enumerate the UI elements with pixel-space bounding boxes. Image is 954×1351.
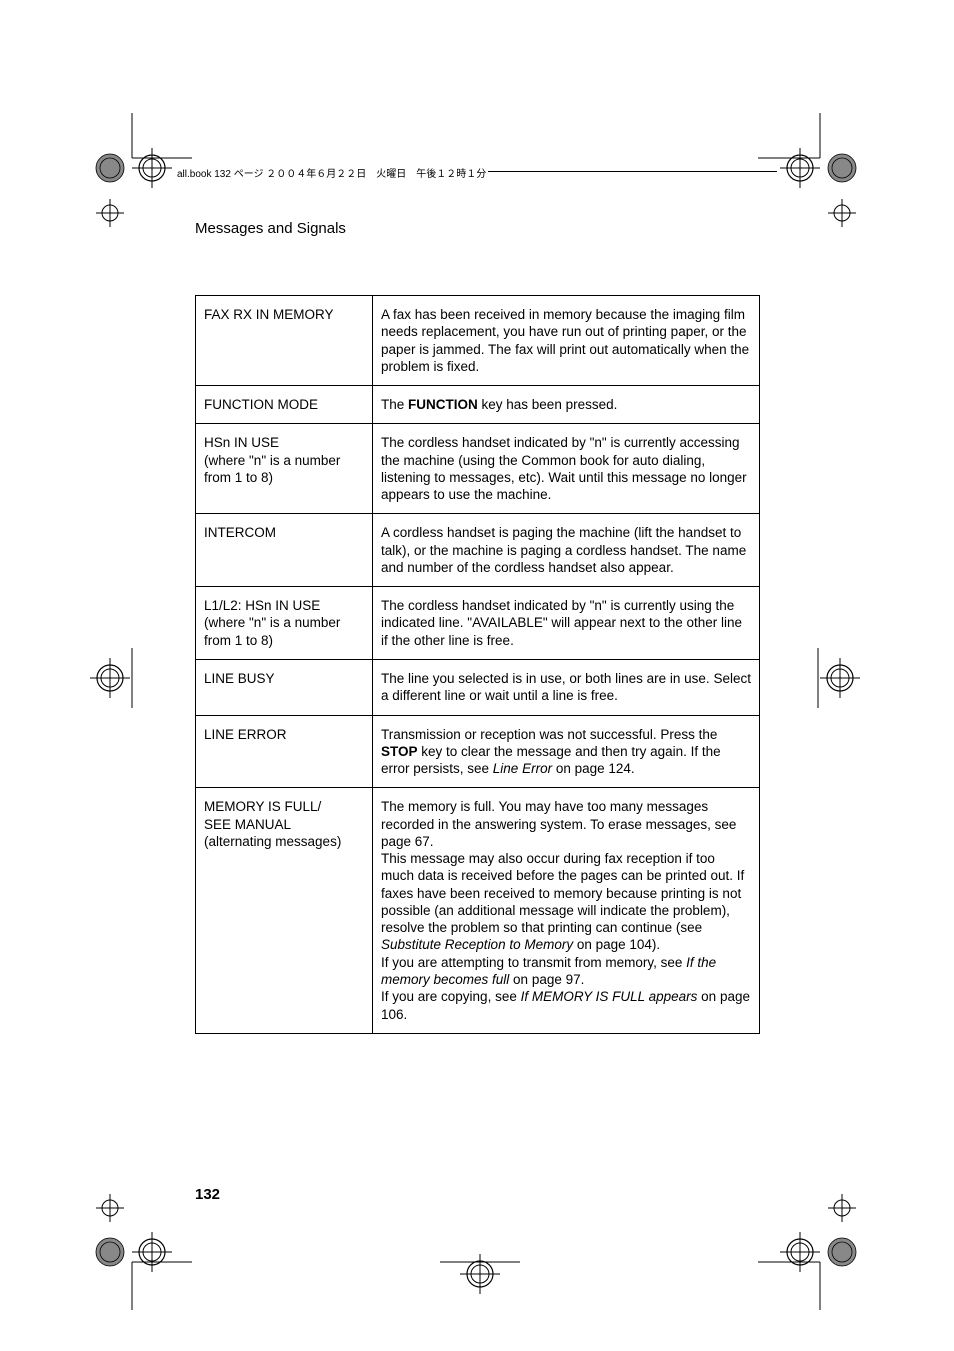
- section-title: Messages and Signals: [195, 220, 760, 237]
- regmark-bottom-right: [758, 1190, 868, 1310]
- message-name-cell: LINE BUSY: [196, 659, 373, 715]
- message-desc-cell: A cordless handset is paging the machine…: [373, 514, 760, 587]
- message-name-cell: FAX RX IN MEMORY: [196, 296, 373, 386]
- table-row: LINE ERRORTransmission or reception was …: [196, 715, 760, 788]
- message-name-cell: INTERCOM: [196, 514, 373, 587]
- message-name-cell: FUNCTION MODE: [196, 386, 373, 424]
- regmark-bottom-center: [440, 1240, 520, 1300]
- message-name-cell: MEMORY IS FULL/SEE MANUAL(alternating me…: [196, 788, 373, 1033]
- message-desc-cell: The cordless handset indicated by "n" is…: [373, 587, 760, 660]
- table-row: HSn IN USE(where "n" is a number from 1 …: [196, 424, 760, 514]
- message-desc-cell: The cordless handset indicated by "n" is…: [373, 424, 760, 514]
- print-header: all.book 132 ページ ２００４年６月２２日 火曜日 午後１２時１分: [177, 165, 777, 181]
- table-row: FUNCTION MODEThe FUNCTION key has been p…: [196, 386, 760, 424]
- page-content: Messages and Signals FAX RX IN MEMORYA f…: [195, 220, 760, 1034]
- table-row: L1/L2: HSn IN USE(where "n" is a number …: [196, 587, 760, 660]
- message-desc-cell: The FUNCTION key has been pressed.: [373, 386, 760, 424]
- message-name-cell: LINE ERROR: [196, 715, 373, 788]
- regmark-mid-left: [70, 648, 150, 708]
- table-row: INTERCOMA cordless handset is paging the…: [196, 514, 760, 587]
- table-row: LINE BUSYThe line you selected is in use…: [196, 659, 760, 715]
- print-header-text: all.book 132 ページ ２００４年６月２２日 火曜日 午後１２時１分: [177, 165, 488, 180]
- table-row: MEMORY IS FULL/SEE MANUAL(alternating me…: [196, 788, 760, 1033]
- messages-table: FAX RX IN MEMORYA fax has been received …: [195, 295, 760, 1034]
- regmark-mid-right: [808, 648, 888, 708]
- message-desc-cell: Transmission or reception was not succes…: [373, 715, 760, 788]
- regmark-top-left: [82, 113, 192, 233]
- message-desc-cell: The memory is full. You may have too man…: [373, 788, 760, 1033]
- regmark-bottom-left: [82, 1190, 192, 1310]
- table-row: FAX RX IN MEMORYA fax has been received …: [196, 296, 760, 386]
- message-desc-cell: A fax has been received in memory becaus…: [373, 296, 760, 386]
- message-desc-cell: The line you selected is in use, or both…: [373, 659, 760, 715]
- message-name-cell: L1/L2: HSn IN USE(where "n" is a number …: [196, 587, 373, 660]
- message-name-cell: HSn IN USE(where "n" is a number from 1 …: [196, 424, 373, 514]
- page-number: 132: [195, 1186, 220, 1203]
